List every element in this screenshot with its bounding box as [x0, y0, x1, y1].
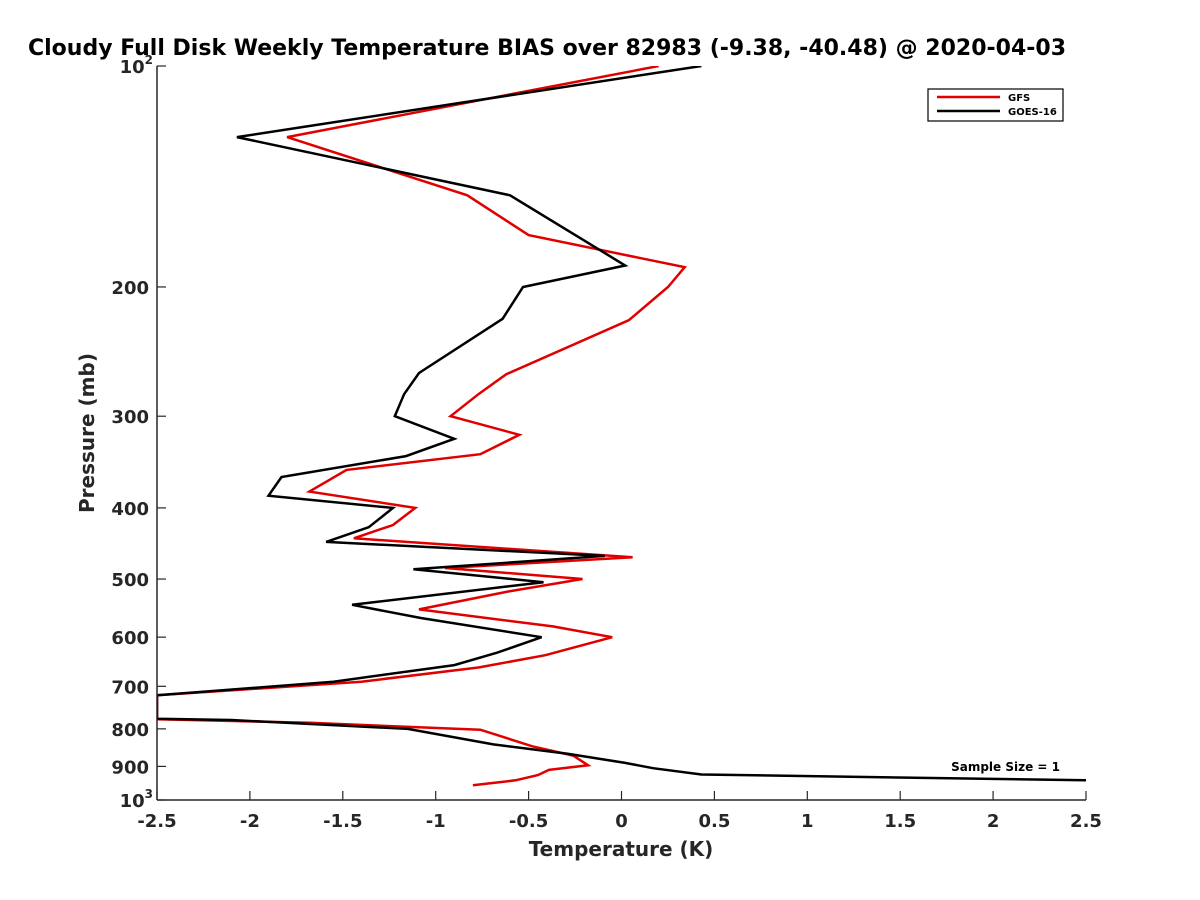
y-tick-label: 500	[111, 570, 149, 591]
chart-title: Cloudy Full Disk Weekly Temperature BIAS…	[28, 36, 1066, 61]
y-tick-label: 700	[111, 677, 149, 698]
y-tick-label: 200	[111, 278, 149, 299]
x-tick-label: -2.5	[137, 811, 176, 832]
x-tick-label: 2.5	[1070, 811, 1102, 832]
y-tick-label: 103	[120, 787, 153, 812]
legend-box	[927, 88, 1064, 122]
series-layer	[157, 66, 1086, 787]
y-tick-label: 102	[120, 53, 153, 78]
y-tick-label: 800	[111, 720, 149, 741]
x-tick-label: 0	[615, 811, 628, 832]
y-tick-label: 900	[111, 757, 149, 778]
y-tick-label: 300	[111, 407, 149, 428]
y-axis-label: Pressure (mb)	[75, 353, 99, 513]
x-tick-label: -1	[426, 811, 446, 832]
x-tick-label: -0.5	[509, 811, 548, 832]
x-axis-label: Temperature (K)	[529, 837, 714, 861]
sample-size-note: Sample Size = 1	[951, 760, 1060, 774]
legend-label: GFS	[1008, 93, 1030, 104]
y-tick-label: 400	[111, 499, 149, 520]
x-tick-label: 2	[987, 811, 1000, 832]
y-tick-label: 600	[111, 628, 149, 649]
legend-label: GOES-16	[1008, 107, 1057, 118]
x-tick-label: -2	[240, 811, 260, 832]
x-tick-label: -1.5	[323, 811, 362, 832]
series-line-goes-16	[157, 66, 1086, 782]
x-tick-label: 0.5	[698, 811, 730, 832]
legend: GFS GOES-16	[927, 88, 1064, 122]
x-tick-label: 1.5	[884, 811, 916, 832]
axes: -2.5 -2 -1.5 -1 -0.5 0 0.5 1 1.5 2 2.5 102 200 300 400…	[111, 53, 1102, 832]
x-tick-label: 1	[801, 811, 814, 832]
series-line-gfs	[157, 66, 688, 787]
